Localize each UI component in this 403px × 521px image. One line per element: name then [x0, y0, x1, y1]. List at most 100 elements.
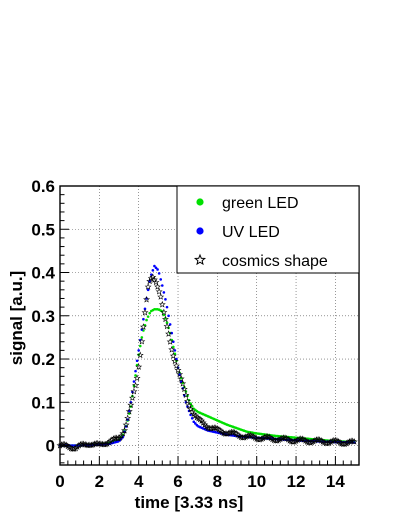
legend-marker	[193, 253, 207, 266]
data-point	[144, 283, 152, 290]
data-point	[194, 422, 197, 425]
legend-label: green LED	[222, 195, 299, 212]
data-point	[186, 394, 189, 398]
data-point	[189, 402, 192, 405]
data-point	[154, 266, 158, 270]
x-tick-label: 2	[95, 472, 104, 491]
data-point	[189, 413, 192, 417]
data-point	[192, 420, 196, 424]
x-axis-title: time [3.33 ns]	[135, 493, 244, 512]
data-point	[168, 346, 176, 353]
data-point	[125, 407, 133, 415]
data-point	[149, 273, 153, 276]
data-point	[130, 387, 138, 395]
legend-marker	[196, 198, 204, 206]
data-point	[133, 374, 141, 382]
y-tick-label: 0.2	[31, 350, 55, 369]
data-point	[121, 426, 128, 434]
data-point	[190, 404, 194, 408]
data-point	[172, 345, 175, 349]
data-points	[56, 264, 358, 452]
data-point	[182, 391, 190, 399]
tick-labels: 0 2 4 6 8 10 12 14 0 0.1 0.2 0.3 0.4 0.5 0.6	[31, 177, 345, 491]
data-point	[174, 366, 182, 374]
data-point	[176, 370, 184, 378]
data-point	[180, 385, 188, 393]
data-point	[178, 373, 181, 376]
series-cosmics-shape	[56, 273, 358, 452]
data-point	[184, 397, 191, 405]
data-point	[119, 429, 127, 437]
data-point	[161, 315, 169, 323]
data-point	[190, 416, 194, 420]
data-point	[139, 323, 147, 330]
data-point	[167, 314, 170, 318]
y-tick-label: 0.5	[31, 220, 55, 239]
data-point	[148, 311, 151, 315]
y-tick-label: 0.4	[31, 264, 55, 283]
data-point	[138, 344, 142, 348]
legend-label: UV LED	[222, 224, 280, 241]
data-point	[164, 298, 167, 301]
data-point	[159, 278, 163, 281]
axis-ticks	[59, 185, 360, 465]
y-tick-label: 0.1	[31, 393, 55, 412]
data-point	[157, 272, 161, 275]
x-tick-label: 4	[134, 472, 144, 491]
data-point	[138, 337, 146, 345]
data-point	[135, 363, 143, 370]
data-point	[145, 318, 148, 322]
data-point	[124, 414, 132, 422]
data-point	[165, 305, 169, 309]
data-point	[128, 394, 136, 401]
data-point	[179, 380, 183, 383]
data-point	[124, 425, 128, 428]
data-point	[169, 352, 177, 359]
data-point	[165, 330, 173, 337]
data-point	[165, 321, 169, 324]
data-point	[146, 277, 154, 285]
data-point	[151, 269, 155, 272]
data-point	[158, 300, 166, 308]
data-point	[141, 308, 149, 316]
x-tick-label: 12	[287, 472, 306, 491]
data-point	[127, 401, 135, 408]
y-axis-title: signal [a.u.]	[7, 271, 26, 365]
data-point	[170, 331, 174, 335]
data-point	[156, 268, 159, 271]
data-point	[150, 276, 158, 283]
data-point	[160, 308, 168, 316]
data-point	[185, 402, 193, 409]
data-point	[177, 375, 185, 382]
data-point	[122, 421, 130, 428]
data-point	[137, 349, 140, 352]
data-point	[143, 295, 151, 303]
data-point	[154, 283, 162, 290]
data-point	[171, 357, 179, 365]
data-point	[153, 264, 156, 268]
data-point	[173, 349, 177, 352]
legend: green LED UV LED cosmics shape	[176, 185, 360, 274]
x-tick-label: 6	[173, 472, 182, 491]
data-point	[132, 381, 139, 389]
data-point	[134, 374, 137, 377]
x-tick-label: 14	[326, 472, 345, 491]
data-point	[166, 338, 174, 345]
data-point	[146, 288, 150, 292]
data-point	[350, 438, 358, 445]
y-tick-label: 0	[46, 437, 55, 456]
data-point	[135, 359, 139, 363]
x-tick-label: 10	[247, 472, 266, 491]
data-point	[136, 351, 144, 359]
data-point	[149, 273, 157, 281]
data-point	[134, 369, 137, 373]
data-point	[146, 315, 150, 318]
data-point	[155, 287, 163, 295]
data-point	[160, 284, 164, 287]
data-point	[168, 323, 172, 326]
data-point	[162, 291, 166, 294]
x-tick-label: 8	[213, 472, 222, 491]
x-tick-label: 0	[55, 472, 64, 491]
data-point	[142, 317, 145, 321]
